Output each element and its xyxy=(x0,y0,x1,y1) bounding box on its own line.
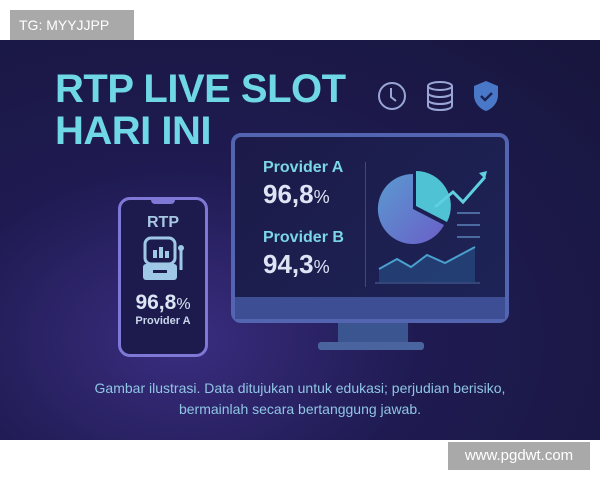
monitor-mockup: Provider A 96,8% Provider B 94,3% xyxy=(231,133,509,323)
provider-b-label: Provider B xyxy=(263,229,344,246)
provider-a-value: 96,8% xyxy=(263,179,330,209)
watermark-bottom: www.pgdwt.com xyxy=(448,442,590,470)
pie-slice-small xyxy=(416,171,451,222)
disclaimer: Gambar ilustrasi. Data ditujukan untuk e… xyxy=(0,378,600,420)
title-line-1: RTP LIVE SLOT xyxy=(55,67,346,111)
phone-mockup: RTP 96,8% Provider A xyxy=(118,197,208,357)
title-line-2: HARI INI xyxy=(55,109,211,153)
monitor-stand xyxy=(338,323,408,343)
monitor-bezel xyxy=(235,297,505,319)
watermark-top: TG: MYYJJPP xyxy=(10,10,134,40)
icon-row xyxy=(376,80,500,112)
phone-provider: Provider A xyxy=(135,315,191,327)
phone-notch xyxy=(151,199,175,204)
disclaimer-line-2: bermainlah secara bertanggung jawab. xyxy=(178,401,422,417)
slot-machine-icon xyxy=(143,236,184,280)
page-title: RTP LIVE SLOT HARI INI xyxy=(55,68,346,152)
provider-a-label: Provider A xyxy=(263,159,344,176)
trend-arrow xyxy=(434,176,487,209)
pie-slice-large xyxy=(377,173,444,244)
phone-rtp-value: 96,8% xyxy=(135,291,191,314)
area-line xyxy=(379,247,475,282)
database-icon xyxy=(427,81,453,112)
provider-b-value: 94,3% xyxy=(263,249,330,279)
monitor-base xyxy=(318,342,424,350)
disclaimer-line-1: Gambar ilustrasi. Data ditujukan untuk e… xyxy=(94,380,506,396)
phone-rtp-label: RTP xyxy=(147,214,179,231)
chart-illustration xyxy=(375,171,487,284)
divider xyxy=(365,162,366,287)
shield-check-icon xyxy=(474,81,498,111)
poster: RTP LIVE SLOT HARI INI RTP 96,8% Provide… xyxy=(0,40,600,440)
clock-icon xyxy=(378,82,406,110)
